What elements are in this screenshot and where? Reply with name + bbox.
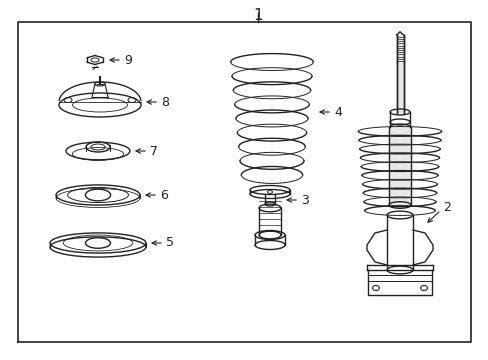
Text: 1: 1 (253, 8, 262, 23)
Polygon shape (396, 35, 403, 113)
Text: 3: 3 (301, 194, 308, 207)
Text: 8: 8 (161, 95, 169, 108)
Text: 6: 6 (160, 189, 167, 202)
Text: 9: 9 (124, 54, 132, 67)
Text: 2: 2 (442, 201, 450, 213)
Text: 7: 7 (150, 144, 158, 158)
Polygon shape (388, 127, 410, 205)
Text: 4: 4 (333, 105, 341, 118)
Text: 5: 5 (165, 237, 174, 249)
